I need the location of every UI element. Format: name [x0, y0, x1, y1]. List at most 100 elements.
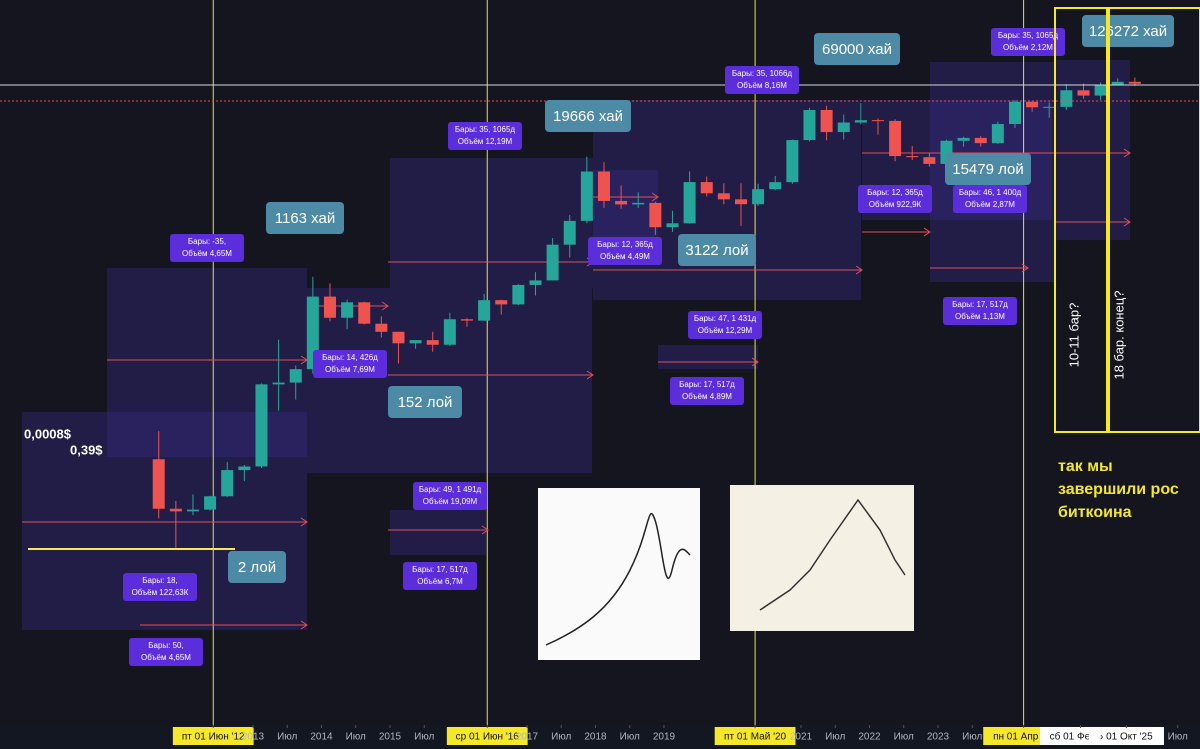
range-label-text: Бары: 46, 1 400д [959, 188, 1022, 197]
callout [814, 33, 900, 65]
arrow-head [300, 517, 308, 527]
arrow-head [300, 620, 308, 630]
x-tick-label: пн 01 Апр '24 [993, 732, 1055, 743]
range-label-text: Объём 4,49М [600, 252, 650, 261]
candle-body [375, 323, 388, 332]
x-tick-label: ср 01 Июн '16 [456, 732, 520, 743]
range-label-text: Бары: 14, 426д [322, 353, 378, 362]
candle-body [734, 199, 747, 205]
candle-body [752, 189, 765, 205]
x-tick-label: 2017 [516, 732, 539, 743]
candle-body [152, 459, 165, 509]
candle-body [1026, 101, 1039, 108]
arrow-head [651, 192, 659, 202]
x-tick-label: › 01 Окт '25 [1100, 732, 1153, 743]
candle-body [392, 331, 405, 344]
candle-body [186, 509, 199, 512]
price-note: 0,0008$ [24, 426, 72, 441]
candle-body [974, 137, 987, 144]
candle-body [923, 157, 936, 164]
x-tick-label: Июл [825, 732, 845, 743]
range-label-text: Бары: 50, [148, 641, 183, 650]
range-label [403, 562, 477, 590]
range-label-text: Объём 7,69М [325, 365, 375, 374]
x-tick-label: пт 01 Июн '12 [182, 732, 245, 743]
range-label [670, 377, 744, 405]
vertical-note: 18 бар. конец? [1111, 290, 1126, 379]
annotation-layer: 1163 хай 19666 хай 69000 хай 126272 хай 152 … [24, 7, 1200, 666]
range-label-text: Бары: 35, 1065д [455, 125, 515, 134]
candle-body [426, 340, 439, 345]
candle-body [1008, 101, 1021, 125]
range-label [588, 237, 662, 265]
callout [1082, 15, 1174, 47]
candle-body [597, 171, 610, 201]
x-tick-label: Июл [414, 732, 434, 743]
candle-body [495, 300, 508, 305]
range-label [991, 28, 1065, 56]
range-label-text: Бары: 12, 365д [867, 188, 923, 197]
comment-line: так мы [1058, 458, 1113, 475]
callout-text: 69000 хай [822, 41, 892, 58]
range-label-text: Объём 6,7М [417, 577, 463, 586]
range-label-text: Объём 122,63К [132, 588, 189, 597]
range-label [725, 66, 799, 94]
range-box [107, 268, 307, 412]
arrow-head [751, 357, 759, 367]
range-box [593, 100, 861, 300]
candle-body [169, 508, 182, 512]
x-tick-label: 2014 [310, 732, 333, 743]
x-tick-highlight [446, 727, 528, 745]
range-box [390, 158, 593, 288]
x-tick-label: Июл [962, 732, 982, 743]
range-label-text: Бары: 17, 517д [952, 300, 1008, 309]
range-label-text: Бары: 35, 1065д [998, 31, 1058, 40]
range-label-text: Объём 12,29М [698, 326, 753, 335]
highlight-box [1054, 7, 1110, 433]
callout [545, 100, 631, 132]
comment-line: завершили рос [1058, 481, 1179, 498]
candle-body [1128, 81, 1141, 84]
callout-text: 15479 лой [952, 161, 1024, 178]
candle-body [529, 280, 542, 285]
candle-body [889, 120, 902, 157]
range-label-text: Бары: 12, 365д [597, 240, 653, 249]
candle-body [683, 182, 696, 224]
candle-body [460, 319, 473, 321]
range-label-text: Объём 4,65М [141, 653, 191, 662]
range-label [953, 185, 1027, 213]
range-box [390, 510, 486, 555]
x-tick-label: 2015 [379, 732, 402, 743]
range-label-text: Бары: 35, 1066д [732, 69, 792, 78]
arrow-head [586, 370, 594, 380]
callout-text: 152 лой [398, 394, 453, 411]
arrow-head [381, 301, 389, 311]
candle-body [478, 300, 491, 321]
x-tick-label: 2023 [927, 732, 950, 743]
range-label-text: Бары: 18, [142, 576, 177, 585]
callout-text: 2 лой [238, 559, 276, 576]
range-label [858, 185, 932, 213]
candle-body [323, 296, 336, 318]
arrow-head [1123, 148, 1131, 158]
inset-line [759, 498, 906, 611]
range-label-text: Объём 2,87М [965, 200, 1015, 209]
candle-body [580, 171, 593, 221]
candle-body [957, 137, 970, 141]
candle-body [666, 223, 679, 228]
x-tick-label: 2013 [242, 732, 265, 743]
candle-body [820, 109, 833, 133]
candle-body [991, 124, 1004, 144]
x-tick-highlight [714, 727, 796, 745]
inset-image [538, 488, 700, 660]
candle-body [563, 220, 576, 245]
range-label [943, 297, 1017, 325]
candle-body [1060, 90, 1073, 107]
x-tick-label: Июл [551, 732, 571, 743]
drawing-layer [22, 0, 1141, 725]
x-tick-label: 2018 [584, 732, 607, 743]
candle-body [546, 244, 559, 281]
candle-body [272, 382, 285, 385]
callout-text: 19666 хай [553, 108, 623, 125]
candle-body [289, 369, 302, 383]
